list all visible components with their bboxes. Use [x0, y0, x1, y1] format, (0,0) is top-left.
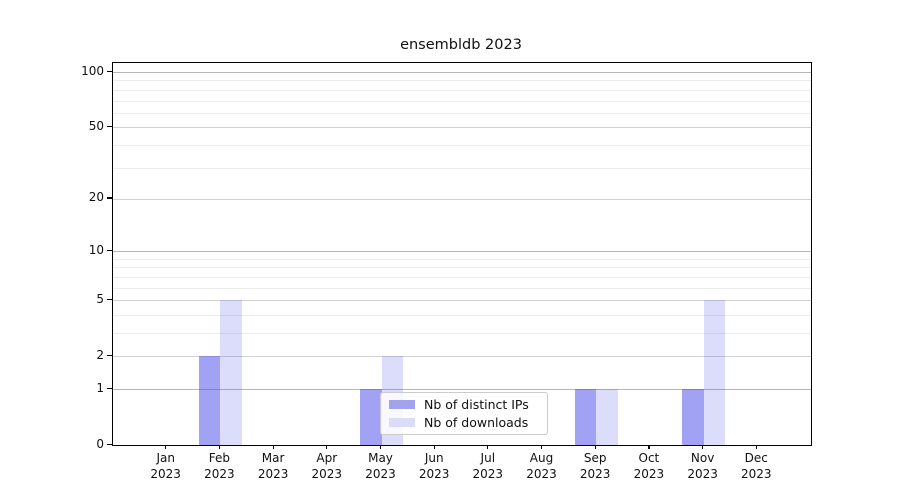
x-tick-label-mar: Mar 2023 [257, 451, 289, 481]
y-tick-label-0: 0 [96, 436, 104, 451]
gridline-minor-4 [113, 314, 811, 316]
x-tick-label-dec: Dec 2023 [741, 451, 772, 481]
gridline-minor-90 [113, 80, 811, 82]
gridline-50 [113, 127, 811, 129]
y-tick-mark-0 [107, 443, 112, 445]
legend-item-downloads: Nb of downloads [381, 415, 547, 430]
y-tick-mark-20 [107, 197, 112, 199]
x-tick-label-oct: Oct 2023 [633, 451, 665, 481]
gridline-2 [113, 356, 811, 358]
gridline-minor-7 [113, 276, 811, 278]
y-tick-label-1: 1 [96, 380, 104, 395]
bar-distinct-ips-feb [198, 356, 221, 445]
legend-label-distinct-ips: Nb of distinct IPs [424, 397, 529, 412]
x-tick-mark-jun [433, 445, 435, 449]
bar-distinct-ips-sep [574, 389, 597, 445]
gridline-5 [113, 300, 811, 302]
x-tick-label-sep: Sep 2023 [579, 451, 611, 481]
bar-distinct-ips-may [360, 389, 382, 445]
y-tick-mark-5 [107, 298, 112, 300]
x-tick-mark-nov [702, 445, 704, 449]
x-tick-label-jan: Jan 2023 [150, 451, 181, 481]
y-tick-label-100: 100 [81, 63, 104, 78]
gridline-minor-40 [113, 144, 811, 146]
x-tick-label-apr: Apr 2023 [311, 451, 343, 481]
x-tick-mark-may [380, 445, 382, 449]
legend-swatch-distinct-ips-icon [389, 400, 415, 409]
bar-downloads-nov [703, 300, 726, 445]
y-tick-mark-2 [107, 354, 112, 356]
legend: Nb of distinct IPs Nb of downloads [380, 392, 548, 435]
gridline-10 [113, 251, 811, 253]
x-tick-label-jun: Jun 2023 [418, 451, 450, 481]
y-tick-mark-1 [107, 387, 112, 389]
x-tick-mark-sep [594, 445, 596, 449]
y-tick-label-50: 50 [88, 118, 104, 133]
legend-label-downloads: Nb of downloads [424, 415, 529, 430]
x-tick-label-aug: Aug 2023 [526, 451, 557, 481]
legend-swatch-downloads-icon [389, 418, 415, 427]
plot-area: Nb of distinct IPs Nb of downloads [112, 62, 812, 446]
gridline-minor-30 [113, 167, 811, 169]
gridline-minor-3 [113, 333, 811, 334]
bar-downloads-sep [596, 389, 618, 445]
y-tick-mark-50 [107, 125, 112, 127]
gridline-minor-60 [113, 112, 811, 114]
y-tick-label-10: 10 [88, 242, 104, 257]
x-tick-mark-apr [326, 445, 328, 449]
x-tick-mark-feb [218, 445, 221, 449]
x-tick-label-may: May 2023 [365, 451, 396, 481]
x-tick-label-nov: Nov 2023 [687, 451, 718, 481]
gridline-minor-70 [113, 100, 811, 102]
gridline-minor-8 [113, 267, 811, 269]
bar-downloads-feb [220, 300, 242, 445]
chart-title: ensembldb 2023 [400, 37, 522, 53]
x-tick-mark-aug [541, 445, 543, 449]
x-tick-label-jul: Jul 2023 [472, 451, 504, 481]
x-tick-mark-jan [165, 445, 167, 449]
gridline-minor-9 [113, 258, 811, 260]
gridline-100 [113, 72, 811, 73]
gridline-minor-80 [113, 89, 811, 91]
y-tick-label-5: 5 [96, 291, 104, 306]
x-tick-mark-dec [755, 445, 757, 449]
y-tick-mark-100 [107, 70, 112, 72]
y-tick-label-2: 2 [96, 347, 104, 362]
bar-distinct-ips-nov [682, 389, 704, 445]
x-tick-mark-oct [648, 445, 650, 449]
y-tick-mark-10 [107, 249, 112, 251]
gridline-1 [113, 389, 811, 390]
x-tick-mark-jul [487, 445, 489, 449]
legend-item-distinct-ips: Nb of distinct IPs [381, 397, 547, 412]
gridline-20 [113, 198, 811, 200]
x-tick-mark-mar [272, 445, 274, 449]
y-tick-label-20: 20 [88, 190, 104, 205]
gridline-minor-6 [113, 287, 811, 289]
x-tick-label-feb: Feb 2023 [204, 451, 235, 481]
